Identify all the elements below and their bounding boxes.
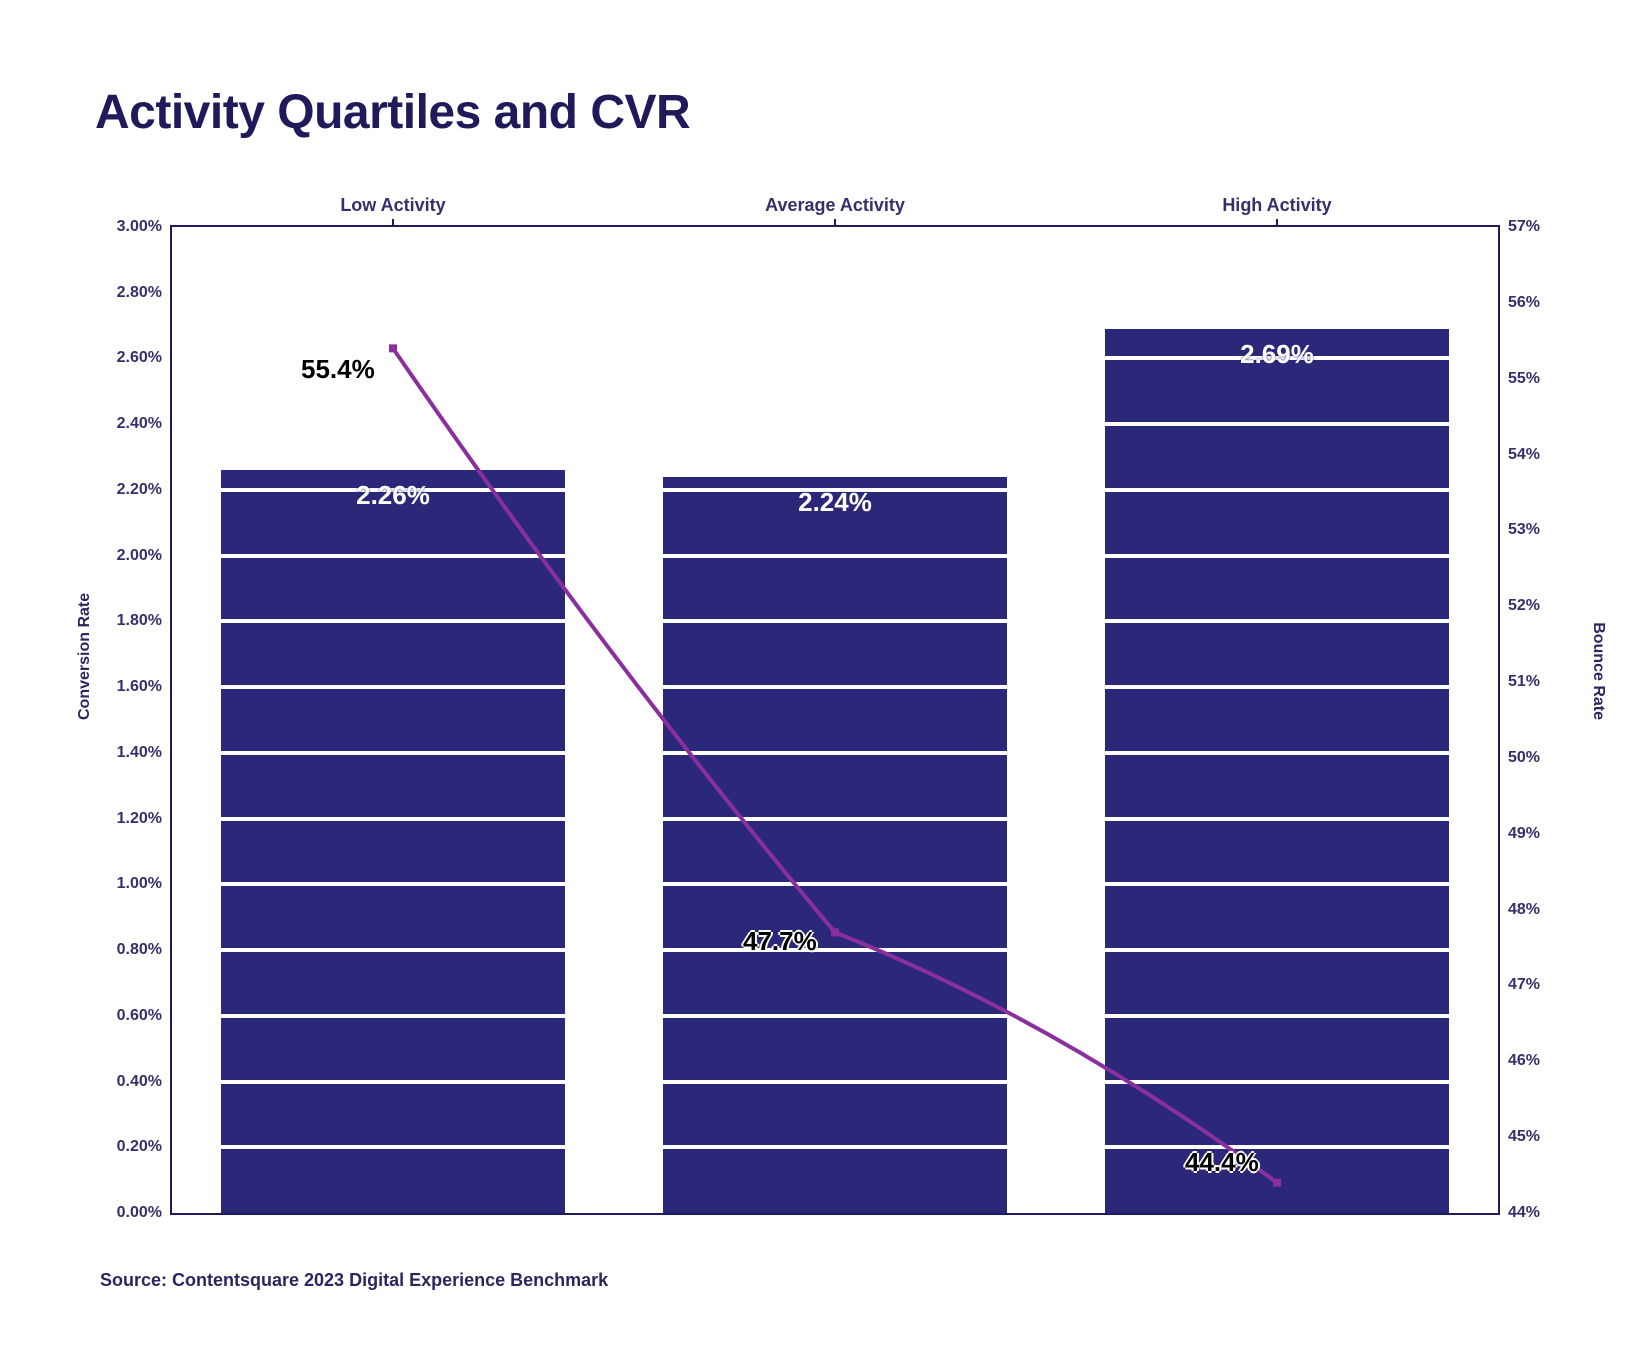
gridline bbox=[172, 882, 1498, 886]
y-right-tick-label: 55% bbox=[1508, 370, 1540, 388]
y-right-tick-label: 51% bbox=[1508, 673, 1540, 691]
bar-value-label: 2.24% bbox=[663, 487, 1008, 518]
y-right-tick-label: 47% bbox=[1508, 976, 1540, 994]
y-left-tick-label: 3.00% bbox=[117, 218, 162, 236]
category-label: Low Activity bbox=[172, 195, 614, 216]
top-tick-mark bbox=[1276, 219, 1278, 227]
y-right-tick-label: 56% bbox=[1508, 294, 1540, 312]
gridline bbox=[172, 751, 1498, 755]
top-tick-mark bbox=[834, 219, 836, 227]
y-left-tick-label: 2.00% bbox=[117, 547, 162, 565]
y-left-tick-label: 2.40% bbox=[117, 415, 162, 433]
y-left-axis-title: Conversion Rate bbox=[76, 593, 94, 720]
category-label: High Activity bbox=[1056, 195, 1498, 216]
y-left-tick-label: 0.60% bbox=[117, 1007, 162, 1025]
y-right-tick-label: 44% bbox=[1508, 1204, 1540, 1222]
gridline bbox=[172, 291, 1498, 295]
y-right-tick-label: 53% bbox=[1508, 521, 1540, 539]
y-right-tick-label: 50% bbox=[1508, 749, 1540, 767]
y-left-tick-label: 1.60% bbox=[117, 678, 162, 696]
gridline bbox=[172, 948, 1498, 952]
chart-source: Source: Contentsquare 2023 Digital Exper… bbox=[100, 1270, 608, 1291]
gridline bbox=[172, 817, 1498, 821]
y-left-tick-label: 0.80% bbox=[117, 941, 162, 959]
gridline bbox=[172, 685, 1498, 689]
y-right-tick-label: 54% bbox=[1508, 446, 1540, 464]
top-tick-mark bbox=[392, 219, 394, 227]
chart-plot-area: 0.00%0.20%0.40%0.60%0.80%1.00%1.20%1.40%… bbox=[170, 225, 1500, 1215]
y-right-tick-label: 52% bbox=[1508, 597, 1540, 615]
bar bbox=[221, 470, 566, 1213]
y-left-tick-label: 0.00% bbox=[117, 1204, 162, 1222]
y-left-tick-label: 2.60% bbox=[117, 349, 162, 367]
gridline bbox=[172, 1145, 1498, 1149]
gridline bbox=[172, 1080, 1498, 1084]
chart-title: Activity Quartiles and CVR bbox=[95, 85, 690, 140]
y-left-tick-label: 1.80% bbox=[117, 612, 162, 630]
y-right-tick-label: 57% bbox=[1508, 218, 1540, 236]
line-value-label: 55.4% bbox=[301, 354, 375, 385]
y-left-tick-label: 0.40% bbox=[117, 1073, 162, 1091]
line-value-label: 47.7% bbox=[743, 926, 817, 957]
gridline bbox=[172, 554, 1498, 558]
gridline bbox=[172, 1014, 1498, 1018]
y-right-tick-label: 45% bbox=[1508, 1128, 1540, 1146]
y-left-tick-label: 1.00% bbox=[117, 875, 162, 893]
gridline bbox=[172, 422, 1498, 426]
bar-value-label: 2.69% bbox=[1105, 339, 1450, 370]
y-left-tick-label: 2.20% bbox=[117, 481, 162, 499]
gridline bbox=[172, 619, 1498, 623]
y-left-tick-label: 2.80% bbox=[117, 284, 162, 302]
y-left-tick-label: 1.40% bbox=[117, 744, 162, 762]
y-right-tick-label: 48% bbox=[1508, 901, 1540, 919]
line-value-label: 44.4% bbox=[1185, 1147, 1259, 1178]
y-left-tick-label: 0.20% bbox=[117, 1138, 162, 1156]
bar-value-label: 2.26% bbox=[221, 480, 566, 511]
category-label: Average Activity bbox=[614, 195, 1056, 216]
y-left-tick-label: 1.20% bbox=[117, 810, 162, 828]
y-right-axis-title: Bounce Rate bbox=[1589, 622, 1607, 720]
y-right-tick-label: 46% bbox=[1508, 1052, 1540, 1070]
bar bbox=[663, 477, 1008, 1213]
y-right-tick-label: 49% bbox=[1508, 825, 1540, 843]
